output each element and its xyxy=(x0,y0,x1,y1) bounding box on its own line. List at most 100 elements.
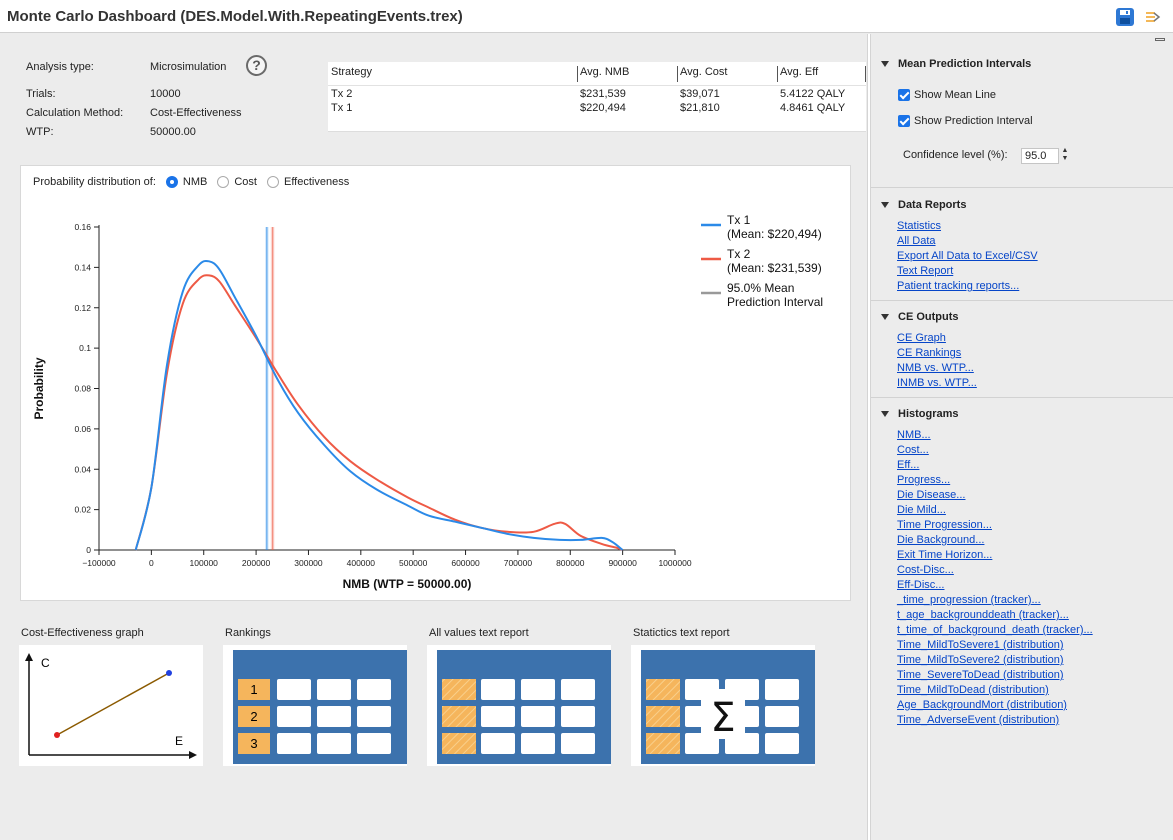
report-link[interactable]: Time_SevereToDead (distribution) xyxy=(897,669,1064,681)
x-tick-label: 200000 xyxy=(242,558,271,568)
radio-nmb[interactable] xyxy=(165,176,178,188)
legend-label: 95.0% Mean xyxy=(727,281,794,295)
table-cell[interactable]: Tx 1 xyxy=(331,102,353,114)
report-link[interactable]: t_age_backgrounddeath (tracker)... xyxy=(897,609,1069,621)
rank-1: 1 xyxy=(250,682,257,697)
report-link[interactable]: _time_progression (tracker)... xyxy=(897,594,1041,606)
statistics-thumbnail[interactable]: Σ xyxy=(631,645,816,766)
thumb-label-rankings: Rankings xyxy=(225,627,271,639)
panel-splitter[interactable] xyxy=(867,34,871,840)
analysis-type-label: Analysis type: xyxy=(26,61,94,73)
wtp-label: WTP: xyxy=(26,126,54,138)
legend-label: (Mean: $231,539) xyxy=(727,261,822,275)
table-cell[interactable]: 5.4122 QALY xyxy=(780,88,846,100)
section-title: CE Outputs xyxy=(898,311,959,323)
save-icon[interactable] xyxy=(1115,7,1135,27)
show-prediction-interval-checkbox[interactable]: Show Prediction Interval xyxy=(898,115,1033,127)
report-link[interactable]: Time_AdverseEvent (distribution) xyxy=(897,714,1060,726)
col-header-avg-nmb[interactable]: Avg. NMB xyxy=(580,66,630,78)
report-link[interactable]: Die Disease... xyxy=(897,489,966,501)
x-tick-label: 400000 xyxy=(347,558,376,568)
report-link[interactable]: NMB vs. WTP... xyxy=(897,362,974,374)
radio-effectiveness[interactable] xyxy=(266,176,279,188)
chevron-down-icon xyxy=(881,61,889,67)
column-separator[interactable] xyxy=(777,66,778,82)
report-link[interactable]: Export All Data to Excel/CSV xyxy=(897,250,1038,262)
report-link[interactable]: CE Rankings xyxy=(897,347,962,359)
all-values-thumbnail[interactable] xyxy=(427,645,612,766)
show-mean-line-checkbox[interactable]: Show Mean Line xyxy=(898,89,996,101)
rankings-thumbnail[interactable]: 1 2 3 xyxy=(223,645,408,766)
report-link[interactable]: Age_BackgroundMort (distribution) xyxy=(897,699,1067,711)
radio-cost-label[interactable]: Cost xyxy=(234,176,257,188)
report-link[interactable]: Die Background... xyxy=(897,534,985,546)
section-ce-outputs[interactable]: CE Outputs xyxy=(881,311,959,323)
legend-label: Tx 1 xyxy=(727,213,751,227)
panel-options-icon[interactable] xyxy=(1143,7,1163,27)
report-link[interactable]: Eff-Disc... xyxy=(897,579,945,591)
chevron-down-icon xyxy=(881,202,889,208)
table-cell[interactable]: $21,810 xyxy=(680,102,720,114)
report-link[interactable]: Die Mild... xyxy=(897,504,946,516)
y-tick-label: 0 xyxy=(86,545,91,555)
section-data-reports[interactable]: Data Reports xyxy=(881,199,966,211)
section-histograms[interactable]: Histograms xyxy=(881,408,959,420)
legend-label: Tx 2 xyxy=(727,247,751,261)
divider xyxy=(871,300,1173,301)
section-mean-prediction[interactable]: Mean Prediction Intervals xyxy=(881,58,1031,70)
report-link[interactable]: CE Graph xyxy=(897,332,946,344)
report-link[interactable]: Text Report xyxy=(897,265,954,277)
checkbox-checked-icon[interactable] xyxy=(898,115,910,127)
checkbox-label: Show Prediction Interval xyxy=(914,115,1033,127)
ce-graph-thumbnail[interactable]: C E xyxy=(19,645,203,766)
report-link[interactable]: Statistics xyxy=(897,220,942,232)
confidence-stepper[interactable]: ▲ ▼ xyxy=(1061,147,1069,162)
table-cell[interactable]: Tx 2 xyxy=(331,88,353,100)
report-link[interactable]: Time_MildToSevere2 (distribution) xyxy=(897,654,1064,666)
report-link[interactable]: Patient tracking reports... xyxy=(897,280,1020,292)
checkbox-label: Show Mean Line xyxy=(914,89,996,101)
confidence-input[interactable]: 95.0 xyxy=(1021,148,1059,164)
column-separator[interactable] xyxy=(865,66,866,82)
report-link[interactable]: All Data xyxy=(897,235,936,247)
report-link[interactable]: Exit Time Horizon... xyxy=(897,549,993,561)
column-separator[interactable] xyxy=(677,66,678,82)
col-header-avg-cost[interactable]: Avg. Cost xyxy=(680,66,728,78)
radio-nmb-label[interactable]: NMB xyxy=(182,176,208,188)
col-header-avg-eff[interactable]: Avg. Eff xyxy=(780,66,819,78)
report-link[interactable]: Time Progression... xyxy=(897,519,992,531)
table-cell[interactable]: 4.8461 QALY xyxy=(780,102,846,114)
legend-label: Prediction Interval xyxy=(727,295,823,309)
report-link[interactable]: Eff... xyxy=(897,459,920,471)
report-link[interactable]: INMB vs. WTP... xyxy=(897,377,977,389)
wtp-value: 50000.00 xyxy=(150,126,196,138)
y-tick-label: 0.08 xyxy=(74,384,91,394)
report-link[interactable]: Cost... xyxy=(897,444,929,456)
calc-method-value: Cost-Effectiveness xyxy=(150,107,242,119)
table-cell[interactable]: $39,071 xyxy=(680,88,720,100)
radio-cost[interactable] xyxy=(217,176,230,188)
table-cell[interactable]: $220,494 xyxy=(580,102,626,114)
y-tick-label: 0.16 xyxy=(74,222,91,232)
report-link[interactable]: Time_MildToSevere1 (distribution) xyxy=(897,639,1064,651)
report-link[interactable]: NMB... xyxy=(897,429,931,441)
x-tick-label: 900000 xyxy=(608,558,637,568)
table-cell[interactable]: $231,539 xyxy=(580,88,626,100)
axis-label-e: E xyxy=(175,734,183,748)
thumb-label-all-values: All values text report xyxy=(429,627,529,639)
rank-3: 3 xyxy=(250,736,257,751)
report-link[interactable]: Cost-Disc... xyxy=(897,564,954,576)
checkbox-checked-icon[interactable] xyxy=(898,89,910,101)
col-header-strategy[interactable]: Strategy xyxy=(331,66,372,78)
column-separator[interactable] xyxy=(577,66,578,82)
x-tick-label: −100000 xyxy=(82,558,116,568)
help-icon[interactable]: ? xyxy=(246,55,267,76)
chevron-down-icon xyxy=(881,411,889,417)
report-link[interactable]: Progress... xyxy=(897,474,951,486)
minimize-icon[interactable] xyxy=(1155,38,1165,41)
rank-2: 2 xyxy=(250,709,257,724)
title-bar: Monte Carlo Dashboard (DES.Model.With.Re… xyxy=(0,0,1173,33)
report-link[interactable]: Time_MildToDead (distribution) xyxy=(897,684,1049,696)
radio-effectiveness-label[interactable]: Effectiveness xyxy=(283,176,350,188)
report-link[interactable]: t_time_of_background_death (tracker)... xyxy=(897,624,1093,636)
